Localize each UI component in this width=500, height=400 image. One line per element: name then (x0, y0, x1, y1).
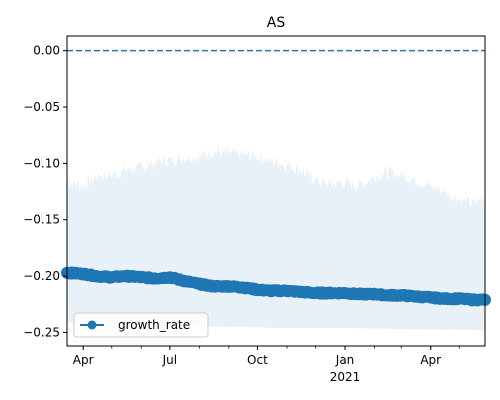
legend: growth_rate (73, 312, 209, 338)
y-tick-label: −0.20 (23, 269, 60, 283)
axes: 0.00 −0.05 −0.10 −0.15 −0.20 −0.25 Apr Jul Oct Ja… (23, 35, 486, 384)
x-tick-label: Apr (73, 353, 94, 367)
legend-label: growth_rate (118, 318, 190, 332)
chart-title: AS (267, 15, 286, 31)
y-tick-label: −0.05 (23, 100, 60, 114)
x-tick-label: Jul (162, 353, 177, 367)
y-tick-label: 0.00 (33, 44, 60, 58)
x-tick-label: Oct (247, 353, 268, 367)
y-tick-label: −0.10 (23, 156, 60, 170)
x-tick-label: Jan (335, 353, 355, 367)
x-year-label: 2021 (330, 370, 361, 384)
y-tick-label: −0.25 (23, 325, 60, 339)
legend-box (73, 312, 209, 338)
plot-area (61, 49, 491, 331)
legend-marker (87, 320, 97, 330)
y-tick-label: −0.15 (23, 213, 60, 227)
axes-frame (66, 35, 486, 347)
x-tick-label: Apr (420, 353, 441, 367)
uncertainty-band (67, 147, 485, 331)
